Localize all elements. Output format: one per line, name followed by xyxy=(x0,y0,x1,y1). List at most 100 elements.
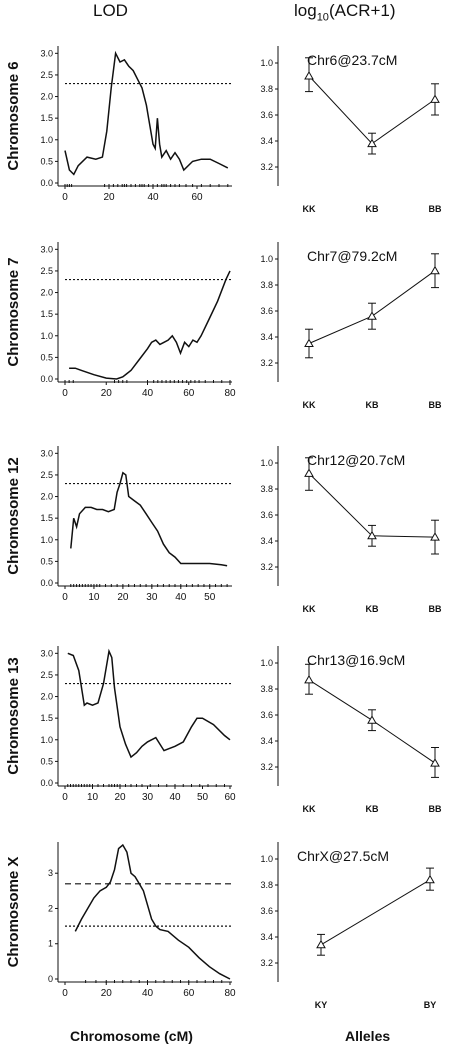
lod-y-axis-title: Chromosome 12 xyxy=(5,457,22,575)
effect-y-tick-label: 3.4 xyxy=(260,332,273,342)
lod-y-tick-label: 1.0 xyxy=(40,135,53,145)
effect-mean-marker xyxy=(304,338,314,347)
lod-panel-3: 0.0 0.5 1.0 1.5 2.0 2.5 3.0 0 10 20 30 40 50 60 Chromo… xyxy=(5,646,236,803)
lod-x-tick-label: 40 xyxy=(142,988,154,999)
lod-column-header: LOD xyxy=(93,1,128,21)
effect-mean-marker xyxy=(367,138,377,148)
effect-mean-marker xyxy=(367,311,377,320)
lod-x-tick-label: 50 xyxy=(204,592,216,603)
effect-y-tick-label: 3.2 xyxy=(260,958,273,968)
effect-y-tick-label: 3.6 xyxy=(260,510,273,520)
lod-y-tick-label: 0.5 xyxy=(40,556,53,566)
lod-curve xyxy=(64,50,229,176)
effect-y-tick-label: 3.8 xyxy=(260,280,273,290)
effect-y-tick-label: 3.2 xyxy=(260,762,273,772)
lod-x-tick-label: 20 xyxy=(101,988,113,999)
effect-annotation: Chr13@16.9cM xyxy=(307,652,405,668)
effect-y-tick-label: 3.6 xyxy=(260,906,273,916)
effect-header-log: log xyxy=(294,1,317,20)
effect-y-tick-label: 1.0 xyxy=(260,854,273,864)
effect-y-tick-label: 3.4 xyxy=(260,136,273,146)
effect-column-header: log10(ACR+1) xyxy=(294,1,396,23)
effect-category-label: KY xyxy=(315,1000,328,1010)
effect-x-axis-title: Alleles xyxy=(345,1028,391,1044)
lod-y-tick-label: 1.0 xyxy=(40,735,53,745)
effect-mean-marker xyxy=(304,674,314,684)
lod-x-tick-label: 20 xyxy=(101,388,113,399)
lod-y-tick-label: 0.5 xyxy=(40,756,53,766)
effect-y-tick-label: 3.8 xyxy=(260,684,273,694)
lod-curve xyxy=(74,843,231,980)
lod-x-tick-label: 0 xyxy=(62,988,68,999)
lod-y-tick-label: 2.0 xyxy=(40,492,53,502)
lod-y-axis-title: Chromosome 7 xyxy=(5,257,22,366)
lod-y-tick-label: 2.0 xyxy=(40,288,53,298)
lod-x-tick-label: 10 xyxy=(88,592,100,603)
effect-y-tick-label: 3.2 xyxy=(260,162,273,172)
effect-annotation: Chr6@23.7cM xyxy=(307,52,397,68)
lod-y-axis-title: Chromosome 6 xyxy=(5,61,22,170)
lod-y-tick-label: 3.0 xyxy=(40,448,53,458)
lod-x-tick-label: 0 xyxy=(62,192,68,203)
effect-category-label: KK xyxy=(303,400,316,410)
lod-x-tick-label: 20 xyxy=(114,792,126,803)
effect-y-tick-label: 3.2 xyxy=(260,562,273,572)
effect-category-label: BB xyxy=(429,204,442,214)
effect-y-tick-label: 3.4 xyxy=(260,736,273,746)
lod-x-tick-label: 80 xyxy=(224,988,236,999)
lod-x-tick-label: 80 xyxy=(224,388,236,399)
lod-curve xyxy=(70,471,228,567)
lod-x-tick-label: 60 xyxy=(183,388,195,399)
effect-mean-marker xyxy=(430,532,440,541)
lod-panel-4: 0 1 2 3 0 20 40 60 80 Chromosome X xyxy=(5,842,236,999)
effect-category-label: BB xyxy=(429,400,442,410)
lod-y-tick-label: 1.0 xyxy=(40,535,53,545)
lod-y-tick-label: 2.0 xyxy=(40,92,53,102)
effect-mean-marker xyxy=(367,530,377,540)
lod-x-tick-label: 0 xyxy=(62,792,68,803)
effect-mean-marker xyxy=(430,758,440,767)
effect-panel-4: 3.2 3.4 3.6 3.8 1.0 KY BY ChrX@27.5cM xyxy=(260,842,436,1010)
effect-panel-2: 3.2 3.4 3.6 3.8 1.0 KK KB BB Chr12@20.7cM xyxy=(260,446,442,614)
lod-y-tick-label: 0.5 xyxy=(40,156,53,166)
lod-y-tick-label: 3 xyxy=(48,868,53,878)
lod-y-tick-label: 1.5 xyxy=(40,713,53,723)
effect-y-tick-label: 3.4 xyxy=(260,536,273,546)
effect-y-tick-label: 1.0 xyxy=(260,254,273,264)
lod-x-tick-label: 40 xyxy=(147,192,159,203)
lod-x-axis-title: Chromosome (cM) xyxy=(70,1028,193,1044)
effect-mean-marker xyxy=(430,94,440,103)
effect-panel-1: 3.2 3.4 3.6 3.8 1.0 KK KB BB Chr7@79.2cM xyxy=(260,242,442,410)
effect-y-tick-label: 1.0 xyxy=(260,658,273,668)
effect-category-label: KB xyxy=(366,804,379,814)
lod-header-text: LOD xyxy=(93,1,128,20)
lod-y-tick-label: 2.5 xyxy=(40,266,53,276)
effect-category-label: KB xyxy=(366,400,379,410)
lod-y-tick-label: 2.5 xyxy=(40,70,53,80)
lod-y-tick-label: 1.5 xyxy=(40,309,53,319)
lod-y-tick-label: 1.0 xyxy=(40,331,53,341)
lod-y-tick-label: 0.5 xyxy=(40,352,53,362)
lod-y-tick-label: 2.5 xyxy=(40,470,53,480)
effect-category-label: KB xyxy=(366,604,379,614)
lod-curve xyxy=(67,648,231,759)
effect-category-label: BB xyxy=(429,804,442,814)
effect-category-label: KB xyxy=(366,204,379,214)
lod-curve xyxy=(69,270,231,380)
effect-mean-marker xyxy=(316,939,326,949)
effect-mean-marker xyxy=(425,874,435,884)
lod-panel-2: 0.0 0.5 1.0 1.5 2.0 2.5 3.0 0 10 20 30 40 50 Chromoso… xyxy=(5,446,232,603)
lod-x-tick-label: 10 xyxy=(87,792,99,803)
effect-annotation: Chr7@79.2cM xyxy=(307,248,397,264)
effect-y-tick-label: 3.4 xyxy=(260,932,273,942)
effect-mean-line xyxy=(320,879,431,946)
effect-header-post: (ACR+1) xyxy=(328,1,396,20)
effect-y-tick-label: 3.6 xyxy=(260,306,273,316)
lod-x-tick-label: 60 xyxy=(191,192,203,203)
effect-y-tick-label: 1.0 xyxy=(260,458,273,468)
lod-y-axis-title: Chromosome X xyxy=(5,857,22,968)
lod-y-tick-label: 1.5 xyxy=(40,113,53,123)
lod-y-axis-title: Chromosome 13 xyxy=(5,657,22,775)
lod-x-tick-label: 60 xyxy=(224,792,236,803)
effect-mean-marker xyxy=(304,70,314,80)
